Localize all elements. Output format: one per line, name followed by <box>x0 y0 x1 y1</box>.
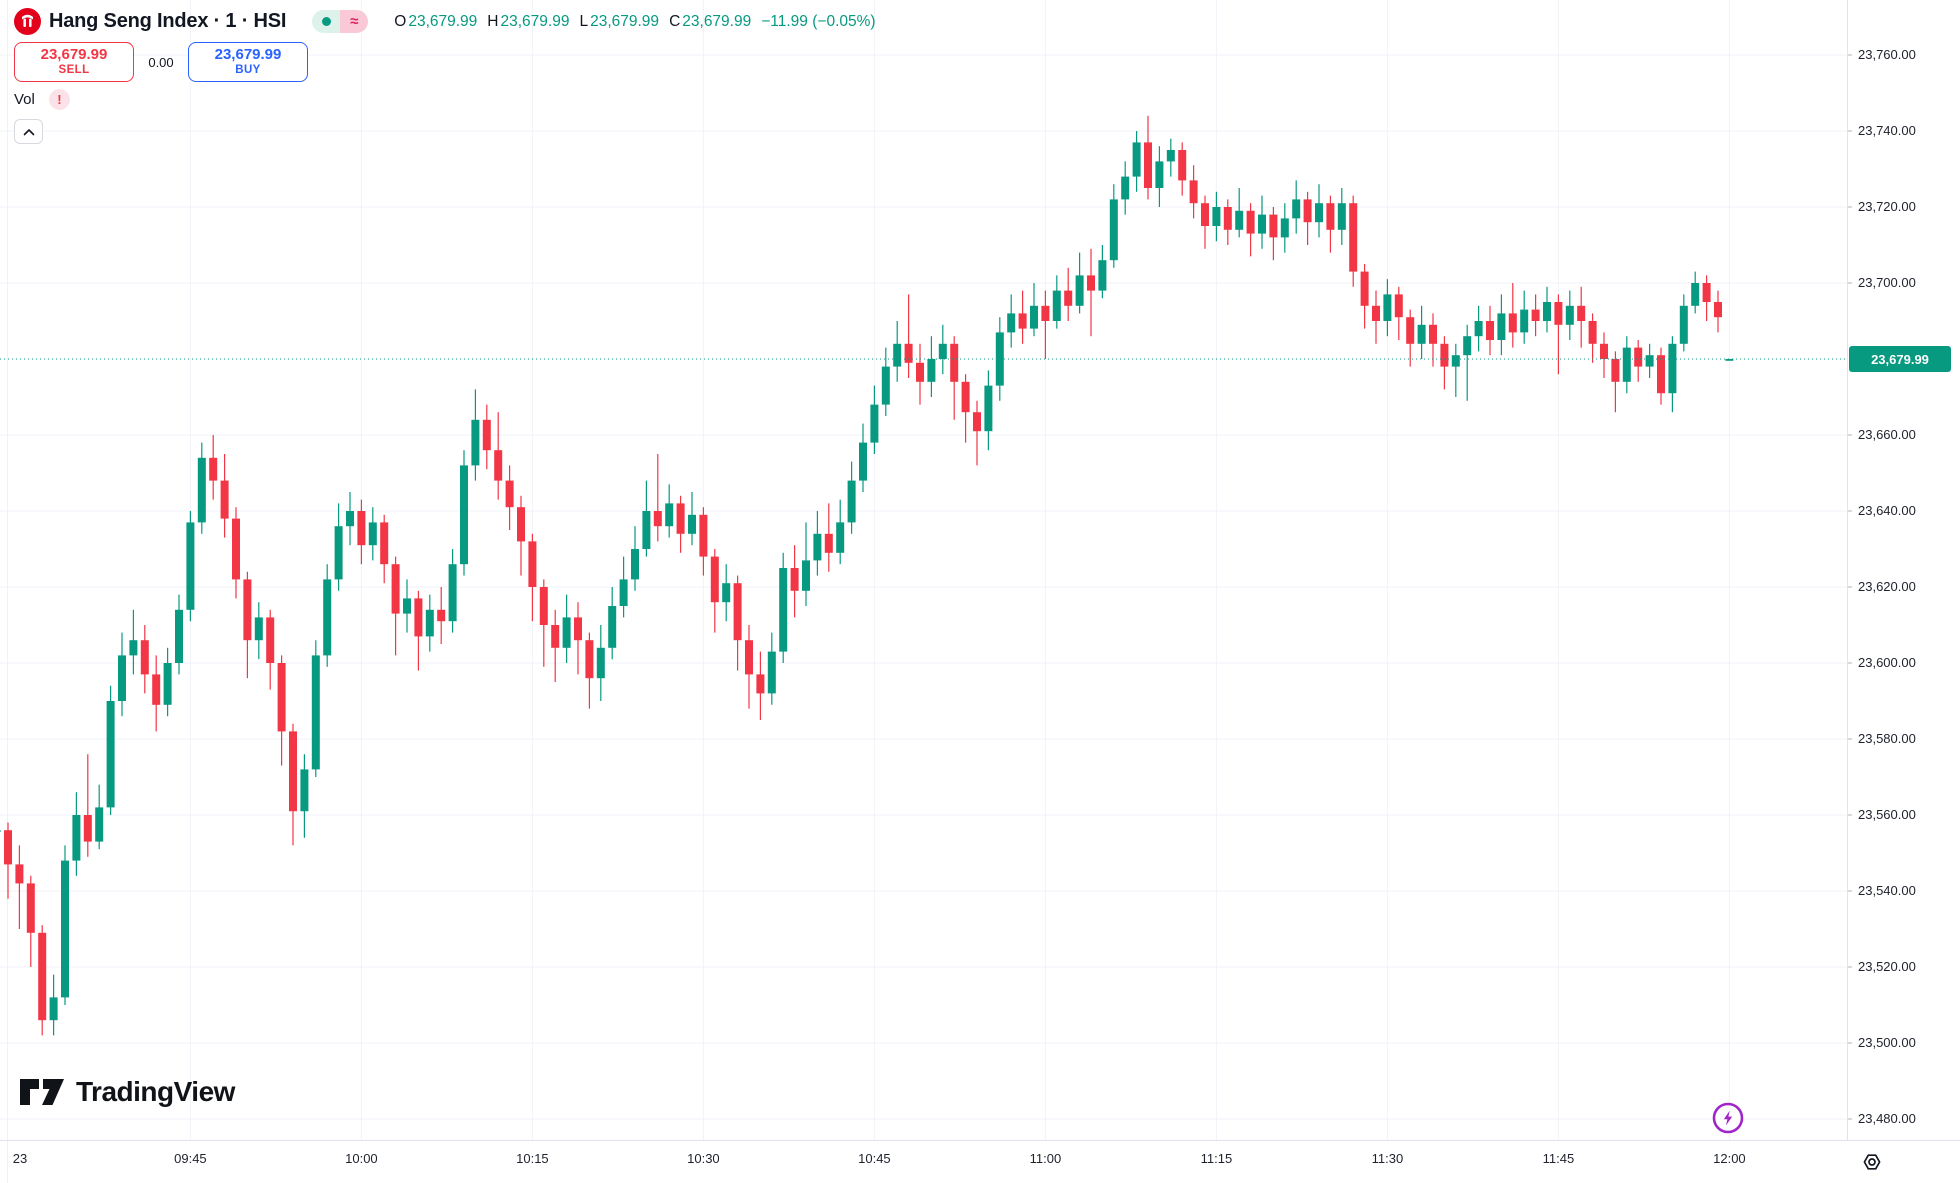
sell-price: 23,679.99 <box>40 45 108 63</box>
tradingview-logo-icon <box>20 1079 64 1105</box>
price-axis-label: 23,520.00 <box>1858 959 1916 974</box>
price-axis-label: 23,600.00 <box>1858 655 1916 670</box>
open-label: O <box>394 12 407 30</box>
time-axis-label: 23 <box>12 1151 28 1166</box>
price-axis-separator <box>1847 0 1848 1140</box>
volume-indicator-row: Vol ! <box>14 89 70 110</box>
time-axis-label: 10:45 <box>858 1151 891 1166</box>
tradingview-watermark: TradingView <box>18 1072 235 1112</box>
time-axis-label: 10:15 <box>516 1151 549 1166</box>
open-value: 23,679.99 <box>408 12 478 30</box>
price-axis-label: 23,720.00 <box>1858 199 1916 214</box>
sell-button[interactable]: 23,679.99 SELL <box>14 42 134 82</box>
price-axis-label: 23,540.00 <box>1858 883 1916 898</box>
price-axis-label: 23,580.00 <box>1858 731 1916 746</box>
market-status-badges[interactable]: ≈ <box>312 10 369 33</box>
low-label: L <box>579 12 589 30</box>
volume-indicator-title[interactable]: Vol <box>14 91 35 108</box>
price-axis-label: 23,480.00 <box>1858 1111 1916 1126</box>
price-axis-label: 23,700.00 <box>1858 275 1916 290</box>
symbol-title[interactable]: Hang Seng Index · 1 · HSI <box>49 10 287 32</box>
delayed-data-badge[interactable]: ≈ <box>340 10 369 33</box>
time-axis-label: 10:00 <box>345 1151 378 1166</box>
gear-icon <box>1863 1154 1881 1170</box>
price-axis-label: 23,560.00 <box>1858 807 1916 822</box>
symbol-logo-icon <box>14 8 41 35</box>
quick-trade-lightning-button[interactable] <box>1711 1101 1745 1135</box>
pane-left-edge <box>7 0 8 1183</box>
time-axis-label: 11:00 <box>1029 1151 1062 1166</box>
price-axis-label: 23,500.00 <box>1858 1035 1916 1050</box>
current-price-tag: 23,679.99 <box>1849 346 1951 373</box>
price-axis-label: 23,760.00 <box>1858 47 1916 62</box>
high-label: H <box>487 12 499 30</box>
time-axis-label: 11:15 <box>1200 1151 1233 1166</box>
price-axis-label: 23,740.00 <box>1858 123 1916 138</box>
time-axis-label: 10:30 <box>687 1151 720 1166</box>
sell-label: SELL <box>58 64 90 77</box>
buy-button[interactable]: 23,679.99 BUY <box>188 42 308 82</box>
collapse-panel-button[interactable] <box>14 119 43 144</box>
price-axis-label: 23,660.00 <box>1858 427 1916 442</box>
indicator-warning-badge[interactable]: ! <box>48 89 70 110</box>
price-axis[interactable]: 23,760.00 23,740.00 23,720.00 23,700.00 23,6… <box>1848 0 1960 1140</box>
ohlc-values: O 23,679.99 H 23,679.99 L 23,679.99 C 23… <box>394 13 875 31</box>
chevron-up-icon <box>23 128 34 135</box>
tradingview-wordmark: TradingView <box>76 1076 235 1107</box>
time-axis-label: 11:30 <box>1371 1151 1404 1166</box>
high-value: 23,679.99 <box>500 12 570 30</box>
approx-icon: ≈ <box>350 13 359 30</box>
market-open-badge[interactable] <box>312 10 341 33</box>
time-axis-label: 09:45 <box>174 1151 207 1166</box>
change-value: −11.99 (−0.05%) <box>761 12 876 30</box>
price-axis-label: 23,620.00 <box>1858 579 1916 594</box>
time-axis-label: 11:45 <box>1542 1151 1575 1166</box>
candle-series <box>0 115 1734 1036</box>
time-axis-separator <box>0 1140 1960 1141</box>
price-axis-label: 23,640.00 <box>1858 503 1916 518</box>
exclamation-icon: ! <box>57 92 62 107</box>
market-open-dot-icon <box>321 17 331 26</box>
buy-price: 23,679.99 <box>214 45 282 63</box>
close-value: 23,679.99 <box>682 12 752 30</box>
symbol-header: Hang Seng Index · 1 · HSI ≈ O 23,679.99 … <box>14 8 876 35</box>
spread-value: 0.00 <box>148 54 174 70</box>
time-axis-label: 12:00 <box>1713 1151 1746 1166</box>
low-value: 23,679.99 <box>590 12 660 30</box>
time-axis-settings-button[interactable] <box>1858 1148 1886 1176</box>
lightning-icon <box>1712 1102 1744 1134</box>
hang-seng-glyph-icon <box>21 14 34 28</box>
trade-panel: 23,679.99 SELL 0.00 23,679.99 BUY <box>14 42 308 82</box>
close-label: C <box>669 12 681 30</box>
buy-label: BUY <box>235 64 261 77</box>
grid <box>0 0 1852 1140</box>
time-axis[interactable]: 23 09:45 10:00 10:15 10:30 10:45 11:00 11:15 11:… <box>0 1141 1960 1183</box>
